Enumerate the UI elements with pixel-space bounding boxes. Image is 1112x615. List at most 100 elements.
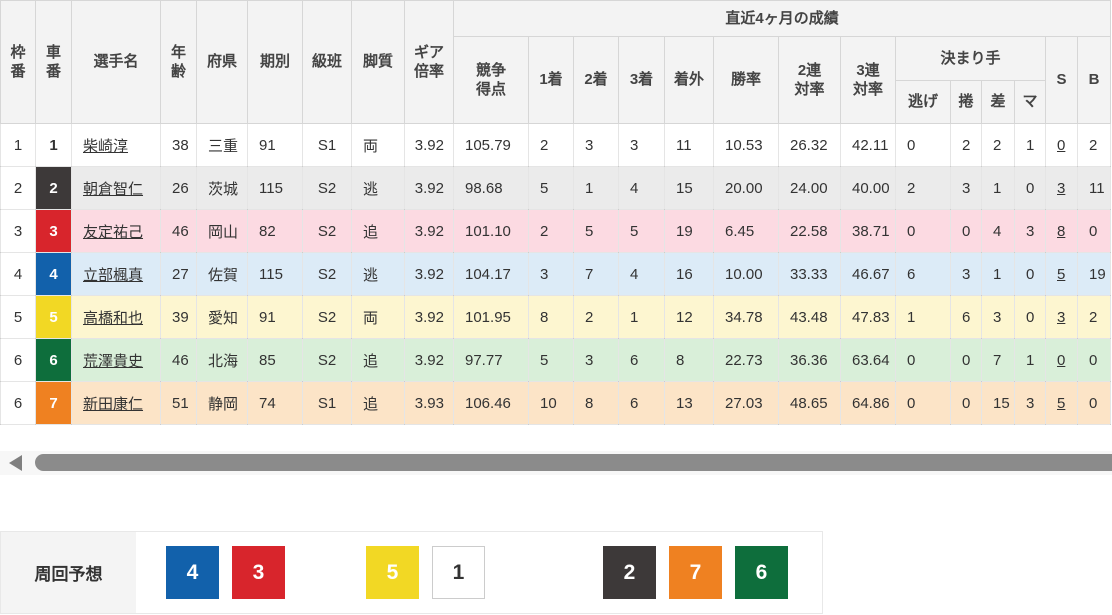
col-header-third-place: 3着 — [618, 36, 665, 124]
cell-win-rate: 10.53 — [713, 123, 779, 167]
table-body: 1 1 柴崎淳 38 三重 91 S1 両 3.92 105.79 2 3 3 11 10.53 26.32 4… — [0, 123, 1112, 425]
horizontal-scrollbar[interactable] — [0, 451, 1112, 475]
s-count-link[interactable]: 8 — [1057, 222, 1066, 240]
cell-sashi-count: 4 — [981, 209, 1015, 253]
col-header-place-rate: 3連 対率 — [840, 36, 896, 124]
cell-second-place: 1 — [573, 166, 619, 210]
col-header-nige: 逃げ — [895, 80, 951, 124]
cell-place-rate: 40.00 — [840, 166, 896, 210]
col-header-period: 期別 — [247, 0, 303, 124]
cell-out-of-place: 11 — [664, 123, 714, 167]
cell-win-rate: 20.00 — [713, 166, 779, 210]
col-header-prefecture: 府県 — [196, 0, 248, 124]
cell-race-points: 101.10 — [453, 209, 529, 253]
cell-quinella-rate: 26.32 — [778, 123, 841, 167]
cell-frame-number: 2 — [0, 166, 36, 210]
cell-makuri-count: 0 — [950, 209, 982, 253]
cell-mark-count: 3 — [1014, 209, 1046, 253]
cell-out-of-place: 16 — [664, 252, 714, 296]
cell-period: 74 — [247, 381, 303, 425]
cell-period: 91 — [247, 295, 303, 339]
col-header-sashi: 差 — [981, 80, 1015, 124]
cell-prefecture: 愛知 — [196, 295, 248, 339]
rider-row: 2 2 朝倉智仁 26 茨城 115 S2 逃 3.92 98.68 5 1 4 15 20.00 24.00… — [0, 166, 1112, 210]
racer-name-link[interactable]: 新田康仁 — [83, 395, 144, 413]
col-header-quinella-rate: 2連 対率 — [778, 36, 841, 124]
col-header-second-place: 2着 — [573, 36, 619, 124]
cell-third-place: 3 — [618, 123, 665, 167]
racer-name-link[interactable]: 友定祐己 — [83, 223, 144, 241]
cell-b-count: 11 — [1076, 166, 1112, 210]
cell-first-place: 5 — [528, 166, 574, 210]
col-header-s: S — [1045, 36, 1078, 124]
cell-leg-type: 追 — [351, 209, 405, 253]
cell-mark-count: 0 — [1014, 166, 1046, 210]
racer-name-link[interactable]: 立部楓真 — [83, 266, 144, 284]
s-count-link-cell: 0 — [1045, 123, 1078, 167]
cell-third-place: 6 — [618, 381, 665, 425]
cell-nige-count: 0 — [895, 338, 951, 382]
s-count-link-cell: 0 — [1045, 338, 1078, 382]
col-header-makuri: 捲 — [950, 80, 982, 124]
racer-name-link[interactable]: 柴崎淳 — [83, 137, 129, 155]
rider-row: 3 3 友定祐己 46 岡山 82 S2 追 3.92 101.10 2 5 5 19 6.45 22.58 3… — [0, 209, 1112, 253]
s-count-link-cell: 5 — [1045, 252, 1078, 296]
cell-leg-type: 両 — [351, 123, 405, 167]
col-header-car-number: 車 番 — [35, 0, 72, 124]
cell-frame-number: 3 — [0, 209, 36, 253]
col-header-race-points: 競争 得点 — [453, 36, 529, 124]
cell-out-of-place: 8 — [664, 338, 714, 382]
cell-car-number: 4 — [35, 252, 72, 296]
cell-makuri-count: 0 — [950, 381, 982, 425]
cell-second-place: 7 — [573, 252, 619, 296]
cell-car-number: 1 — [35, 123, 72, 167]
cell-win-rate: 6.45 — [713, 209, 779, 253]
cell-third-place: 4 — [618, 252, 665, 296]
cell-period: 115 — [247, 166, 303, 210]
s-count-link[interactable]: 5 — [1057, 265, 1066, 283]
scroll-left-arrow-icon[interactable] — [9, 455, 22, 471]
racer-name-link-cell: 高橋和也 — [71, 295, 161, 339]
cell-quinella-rate: 33.33 — [778, 252, 841, 296]
cell-nige-count: 2 — [895, 166, 951, 210]
racer-name-link-cell: 友定祐己 — [71, 209, 161, 253]
cell-first-place: 2 — [528, 209, 574, 253]
cell-class: S2 — [302, 209, 352, 253]
s-count-link[interactable]: 0 — [1057, 136, 1066, 154]
cell-frame-number: 6 — [0, 338, 36, 382]
cell-place-rate: 42.11 — [840, 123, 896, 167]
cell-gear-ratio: 3.92 — [404, 123, 454, 167]
cell-nige-count: 6 — [895, 252, 951, 296]
cell-b-count: 0 — [1076, 338, 1112, 382]
cell-period: 85 — [247, 338, 303, 382]
cell-age: 38 — [160, 123, 197, 167]
cell-win-rate: 22.73 — [713, 338, 779, 382]
racer-name-link[interactable]: 高橋和也 — [83, 309, 144, 327]
s-count-link-cell: 3 — [1045, 166, 1078, 210]
cell-leg-type: 追 — [351, 381, 405, 425]
cell-place-rate: 38.71 — [840, 209, 896, 253]
cell-second-place: 3 — [573, 123, 619, 167]
cell-frame-number: 1 — [0, 123, 36, 167]
s-count-link[interactable]: 0 — [1057, 351, 1066, 369]
s-count-link[interactable]: 5 — [1057, 394, 1066, 412]
cell-leg-type: 追 — [351, 338, 405, 382]
group-header-recent-4-months: 直近4ヶ月の成績 — [452, 0, 1112, 37]
cell-class: S2 — [302, 252, 352, 296]
cell-quinella-rate: 22.58 — [778, 209, 841, 253]
prediction-car-3: 3 — [232, 546, 285, 599]
lap-prediction-label: 周回予想 — [1, 532, 136, 613]
cell-prefecture: 北海 — [196, 338, 248, 382]
s-count-link[interactable]: 3 — [1057, 179, 1066, 197]
cell-b-count: 2 — [1076, 123, 1112, 167]
scrollbar-thumb[interactable] — [35, 454, 1112, 471]
s-count-link[interactable]: 3 — [1057, 308, 1066, 326]
racer-name-link-cell: 新田康仁 — [71, 381, 161, 425]
prediction-car-6: 6 — [735, 546, 788, 599]
racer-name-link[interactable]: 荒澤貴史 — [83, 352, 144, 370]
cell-sashi-count: 2 — [981, 123, 1015, 167]
cell-age: 46 — [160, 209, 197, 253]
racer-name-link[interactable]: 朝倉智仁 — [83, 180, 144, 198]
